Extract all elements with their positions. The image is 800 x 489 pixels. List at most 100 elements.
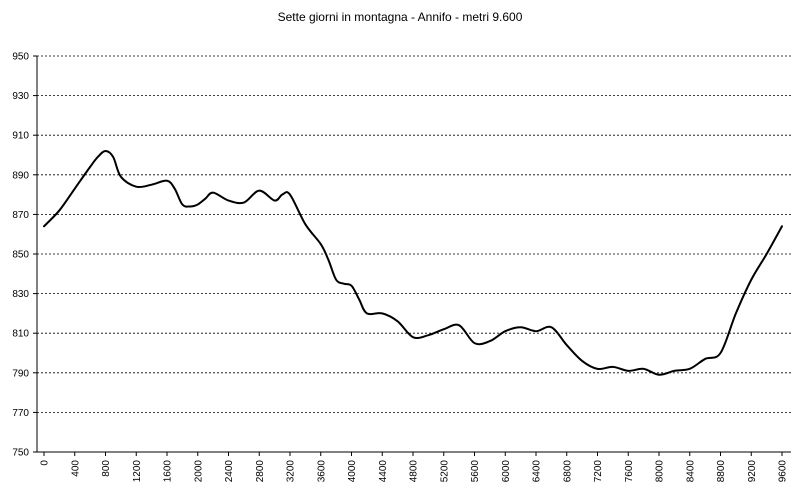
y-tick-label: 790 xyxy=(12,368,29,379)
data-point xyxy=(258,190,260,192)
chart-title: Sette giorni in montagna - Annifo - metr… xyxy=(277,10,523,24)
data-point xyxy=(427,334,429,336)
data-point xyxy=(289,194,291,196)
y-tick-label: 950 xyxy=(12,52,29,63)
data-point xyxy=(181,204,183,206)
y-tick-label: 750 xyxy=(12,448,29,459)
x-tick-label: 1200 xyxy=(132,460,143,483)
data-point xyxy=(381,312,383,314)
x-tick-label: 8000 xyxy=(655,460,666,483)
y-tick-label: 890 xyxy=(12,170,29,181)
y-tick-label: 850 xyxy=(12,250,29,261)
data-point xyxy=(566,344,568,346)
data-point xyxy=(97,156,99,158)
data-point xyxy=(358,299,360,301)
x-tick-label: 800 xyxy=(101,460,112,477)
data-point xyxy=(766,253,768,255)
data-point xyxy=(612,366,614,368)
x-tick-label: 4400 xyxy=(378,460,389,483)
x-tick-label: 7200 xyxy=(593,460,604,483)
data-point xyxy=(581,360,583,362)
data-point xyxy=(489,340,491,342)
data-point xyxy=(474,342,476,344)
data-point xyxy=(504,330,506,332)
data-point xyxy=(627,370,629,372)
y-tick-labels: 750 770 790 810 830 850 870 890 910 930 950 xyxy=(12,52,29,459)
x-tick-label: 2000 xyxy=(193,460,204,483)
data-point xyxy=(204,198,206,200)
data-point xyxy=(735,312,737,314)
data-point xyxy=(151,184,153,186)
x-tick-label: 5200 xyxy=(439,460,450,483)
x-tick-label: 2800 xyxy=(255,460,266,483)
data-point xyxy=(189,205,191,207)
x-tick-label: 7600 xyxy=(624,460,635,483)
x-tick-label: 8400 xyxy=(685,460,696,483)
x-tick-label: 0 xyxy=(40,460,51,466)
data-point xyxy=(304,223,306,225)
data-point xyxy=(658,374,660,376)
data-point xyxy=(43,225,45,227)
series-line xyxy=(43,150,783,376)
data-point xyxy=(597,368,599,370)
y-tick-label: 870 xyxy=(12,210,29,221)
data-point xyxy=(274,200,276,202)
data-point xyxy=(120,176,122,178)
data-point xyxy=(689,368,691,370)
data-point xyxy=(112,156,114,158)
data-point xyxy=(412,336,414,338)
data-point xyxy=(535,330,537,332)
x-tick-labels: 0 400 800 1200 1600 2000 2400 2800 3200 3600 4000 4… xyxy=(40,460,789,483)
data-point xyxy=(343,283,345,285)
x-tick-label: 400 xyxy=(70,460,81,477)
x-tick-label: 3600 xyxy=(316,460,327,483)
y-tick-label: 930 xyxy=(12,91,29,102)
axes xyxy=(33,55,791,456)
data-point xyxy=(366,312,368,314)
data-point xyxy=(673,370,675,372)
data-point xyxy=(750,279,752,281)
data-point xyxy=(281,194,283,196)
data-point xyxy=(720,352,722,354)
data-point xyxy=(89,166,91,168)
x-tick-label: 6800 xyxy=(562,460,573,483)
x-tick-label: 8800 xyxy=(716,460,727,483)
data-point xyxy=(320,243,322,245)
x-tick-label: 3200 xyxy=(286,460,297,483)
data-point xyxy=(327,259,329,261)
y-tick-label: 910 xyxy=(12,131,29,142)
data-point xyxy=(520,326,522,328)
x-tick-label: 1600 xyxy=(163,460,174,483)
data-point xyxy=(197,204,199,206)
data-point xyxy=(243,202,245,204)
data-point xyxy=(212,192,214,194)
x-tick-label: 6000 xyxy=(501,460,512,483)
gridlines xyxy=(37,55,791,413)
data-point xyxy=(105,150,107,152)
y-tick-label: 770 xyxy=(12,408,29,419)
x-tick-label: 9200 xyxy=(747,460,758,483)
x-tick-label: 4800 xyxy=(409,460,420,483)
x-tick-label: 2400 xyxy=(224,460,235,483)
data-point xyxy=(335,279,337,281)
data-point xyxy=(351,285,353,287)
data-point xyxy=(228,200,230,202)
y-tick-label: 830 xyxy=(12,289,29,300)
data-point xyxy=(443,328,445,330)
x-tick-label: 4000 xyxy=(347,460,358,483)
series-layer xyxy=(43,150,783,376)
y-tick-label: 810 xyxy=(12,329,29,340)
data-point xyxy=(166,180,168,182)
data-point xyxy=(643,368,645,370)
data-point xyxy=(135,186,137,188)
x-tick-label: 6400 xyxy=(532,460,543,483)
x-tick-label: 5600 xyxy=(470,460,481,483)
data-point xyxy=(781,225,783,227)
data-point xyxy=(58,209,60,211)
x-tick-label: 9600 xyxy=(778,460,789,483)
data-point xyxy=(704,358,706,360)
data-point xyxy=(74,188,76,190)
data-point xyxy=(458,324,460,326)
